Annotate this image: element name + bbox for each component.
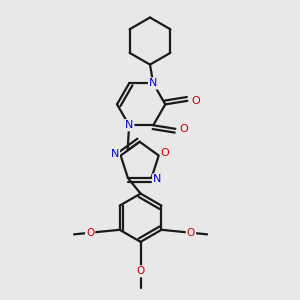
Text: O: O <box>86 228 94 238</box>
Text: N: N <box>111 149 119 159</box>
Text: N: N <box>149 79 158 88</box>
Text: O: O <box>187 228 195 238</box>
Text: O: O <box>191 96 200 106</box>
Text: N: N <box>153 174 161 184</box>
Text: O: O <box>179 124 188 134</box>
Text: O: O <box>161 148 170 158</box>
Text: N: N <box>125 120 133 130</box>
Text: O: O <box>136 266 145 276</box>
